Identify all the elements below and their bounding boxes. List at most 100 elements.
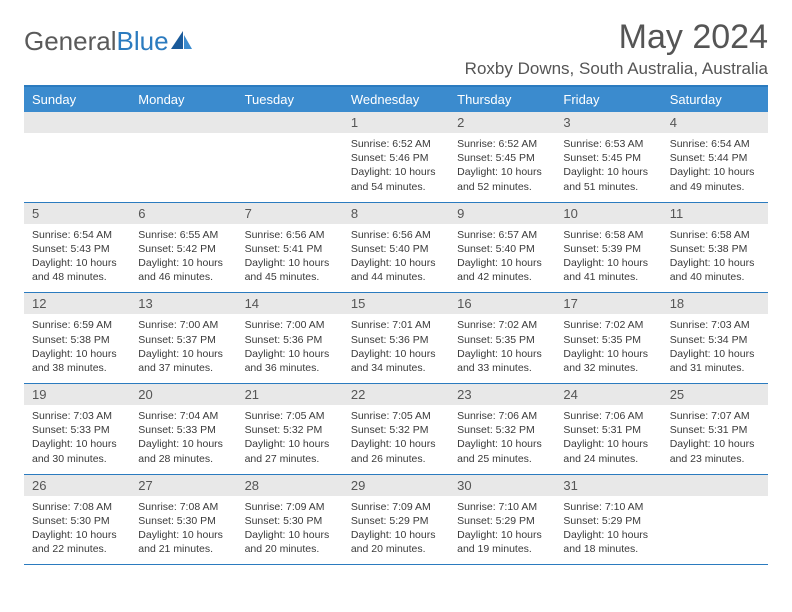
day-number: 12 [24, 293, 130, 314]
daylight-text: Daylight: 10 hours and 22 minutes. [32, 528, 122, 556]
daylight-text: Daylight: 10 hours and 41 minutes. [563, 256, 653, 284]
day-number: 31 [555, 475, 661, 496]
day-number: 17 [555, 293, 661, 314]
sunset-text: Sunset: 5:40 PM [351, 242, 441, 256]
sunrise-text: Sunrise: 7:08 AM [32, 500, 122, 514]
sunrise-text: Sunrise: 6:58 AM [563, 228, 653, 242]
day-number [130, 112, 236, 133]
calendar-day-cell: 27Sunrise: 7:08 AMSunset: 5:30 PMDayligh… [130, 474, 236, 565]
sunrise-text: Sunrise: 7:09 AM [245, 500, 335, 514]
day-content: Sunrise: 7:09 AMSunset: 5:30 PMDaylight:… [237, 496, 343, 565]
day-number: 11 [662, 203, 768, 224]
weekday-header: Monday [130, 87, 236, 112]
sunrise-text: Sunrise: 7:01 AM [351, 318, 441, 332]
sunrise-text: Sunrise: 6:53 AM [563, 137, 653, 151]
calendar-table: SundayMondayTuesdayWednesdayThursdayFrid… [24, 87, 768, 565]
day-content: Sunrise: 6:58 AMSunset: 5:39 PMDaylight:… [555, 224, 661, 293]
sunset-text: Sunset: 5:35 PM [563, 333, 653, 347]
sunrise-text: Sunrise: 6:58 AM [670, 228, 760, 242]
day-content: Sunrise: 7:09 AMSunset: 5:29 PMDaylight:… [343, 496, 449, 565]
day-number: 3 [555, 112, 661, 133]
day-number: 28 [237, 475, 343, 496]
day-content [24, 133, 130, 191]
day-content: Sunrise: 7:05 AMSunset: 5:32 PMDaylight:… [237, 405, 343, 474]
calendar-day-cell [237, 112, 343, 202]
sunset-text: Sunset: 5:38 PM [32, 333, 122, 347]
day-number: 27 [130, 475, 236, 496]
sunset-text: Sunset: 5:45 PM [457, 151, 547, 165]
daylight-text: Daylight: 10 hours and 37 minutes. [138, 347, 228, 375]
day-content: Sunrise: 6:54 AMSunset: 5:43 PMDaylight:… [24, 224, 130, 293]
daylight-text: Daylight: 10 hours and 38 minutes. [32, 347, 122, 375]
sunset-text: Sunset: 5:35 PM [457, 333, 547, 347]
sunrise-text: Sunrise: 7:02 AM [457, 318, 547, 332]
logo-sail-icon [169, 29, 193, 51]
day-number: 24 [555, 384, 661, 405]
daylight-text: Daylight: 10 hours and 40 minutes. [670, 256, 760, 284]
day-number [24, 112, 130, 133]
logo: GeneralBlue [24, 26, 193, 57]
day-content: Sunrise: 6:54 AMSunset: 5:44 PMDaylight:… [662, 133, 768, 202]
daylight-text: Daylight: 10 hours and 34 minutes. [351, 347, 441, 375]
calendar-day-cell: 11Sunrise: 6:58 AMSunset: 5:38 PMDayligh… [662, 202, 768, 293]
day-number: 14 [237, 293, 343, 314]
sunset-text: Sunset: 5:43 PM [32, 242, 122, 256]
sunset-text: Sunset: 5:32 PM [351, 423, 441, 437]
calendar-day-cell: 18Sunrise: 7:03 AMSunset: 5:34 PMDayligh… [662, 293, 768, 384]
day-content: Sunrise: 6:56 AMSunset: 5:40 PMDaylight:… [343, 224, 449, 293]
day-number: 10 [555, 203, 661, 224]
calendar-day-cell [24, 112, 130, 202]
calendar-day-cell: 8Sunrise: 6:56 AMSunset: 5:40 PMDaylight… [343, 202, 449, 293]
sunset-text: Sunset: 5:42 PM [138, 242, 228, 256]
calendar-day-cell: 12Sunrise: 6:59 AMSunset: 5:38 PMDayligh… [24, 293, 130, 384]
sunset-text: Sunset: 5:30 PM [245, 514, 335, 528]
sunset-text: Sunset: 5:46 PM [351, 151, 441, 165]
day-number: 29 [343, 475, 449, 496]
day-number: 2 [449, 112, 555, 133]
day-number: 22 [343, 384, 449, 405]
daylight-text: Daylight: 10 hours and 27 minutes. [245, 437, 335, 465]
calendar-week-row: 1Sunrise: 6:52 AMSunset: 5:46 PMDaylight… [24, 112, 768, 202]
calendar-day-cell [130, 112, 236, 202]
day-content [130, 133, 236, 191]
day-content: Sunrise: 7:08 AMSunset: 5:30 PMDaylight:… [130, 496, 236, 565]
calendar-day-cell: 4Sunrise: 6:54 AMSunset: 5:44 PMDaylight… [662, 112, 768, 202]
logo-text: GeneralBlue [24, 26, 169, 57]
day-content: Sunrise: 7:06 AMSunset: 5:31 PMDaylight:… [555, 405, 661, 474]
calendar-day-cell: 16Sunrise: 7:02 AMSunset: 5:35 PMDayligh… [449, 293, 555, 384]
daylight-text: Daylight: 10 hours and 42 minutes. [457, 256, 547, 284]
day-content: Sunrise: 7:01 AMSunset: 5:36 PMDaylight:… [343, 314, 449, 383]
day-content: Sunrise: 7:03 AMSunset: 5:34 PMDaylight:… [662, 314, 768, 383]
sunrise-text: Sunrise: 7:08 AM [138, 500, 228, 514]
sunset-text: Sunset: 5:30 PM [138, 514, 228, 528]
sunset-text: Sunset: 5:45 PM [563, 151, 653, 165]
day-content: Sunrise: 6:52 AMSunset: 5:45 PMDaylight:… [449, 133, 555, 202]
sunrise-text: Sunrise: 7:10 AM [457, 500, 547, 514]
daylight-text: Daylight: 10 hours and 20 minutes. [245, 528, 335, 556]
sunrise-text: Sunrise: 6:59 AM [32, 318, 122, 332]
day-content: Sunrise: 7:00 AMSunset: 5:36 PMDaylight:… [237, 314, 343, 383]
day-number: 25 [662, 384, 768, 405]
sunset-text: Sunset: 5:36 PM [351, 333, 441, 347]
sunrise-text: Sunrise: 6:55 AM [138, 228, 228, 242]
calendar-head: SundayMondayTuesdayWednesdayThursdayFrid… [24, 87, 768, 112]
day-number: 20 [130, 384, 236, 405]
day-number: 18 [662, 293, 768, 314]
sunrise-text: Sunrise: 7:02 AM [563, 318, 653, 332]
calendar-day-cell: 13Sunrise: 7:00 AMSunset: 5:37 PMDayligh… [130, 293, 236, 384]
day-number: 1 [343, 112, 449, 133]
header: GeneralBlue May 2024 Roxby Downs, South … [24, 18, 768, 79]
day-content: Sunrise: 6:59 AMSunset: 5:38 PMDaylight:… [24, 314, 130, 383]
sunset-text: Sunset: 5:31 PM [670, 423, 760, 437]
daylight-text: Daylight: 10 hours and 33 minutes. [457, 347, 547, 375]
calendar-day-cell: 7Sunrise: 6:56 AMSunset: 5:41 PMDaylight… [237, 202, 343, 293]
daylight-text: Daylight: 10 hours and 46 minutes. [138, 256, 228, 284]
sunrise-text: Sunrise: 7:05 AM [351, 409, 441, 423]
month-title: May 2024 [465, 18, 768, 57]
weekday-header: Thursday [449, 87, 555, 112]
sunset-text: Sunset: 5:29 PM [351, 514, 441, 528]
calendar-week-row: 5Sunrise: 6:54 AMSunset: 5:43 PMDaylight… [24, 202, 768, 293]
calendar-day-cell: 20Sunrise: 7:04 AMSunset: 5:33 PMDayligh… [130, 384, 236, 475]
calendar-day-cell: 25Sunrise: 7:07 AMSunset: 5:31 PMDayligh… [662, 384, 768, 475]
day-content: Sunrise: 7:04 AMSunset: 5:33 PMDaylight:… [130, 405, 236, 474]
